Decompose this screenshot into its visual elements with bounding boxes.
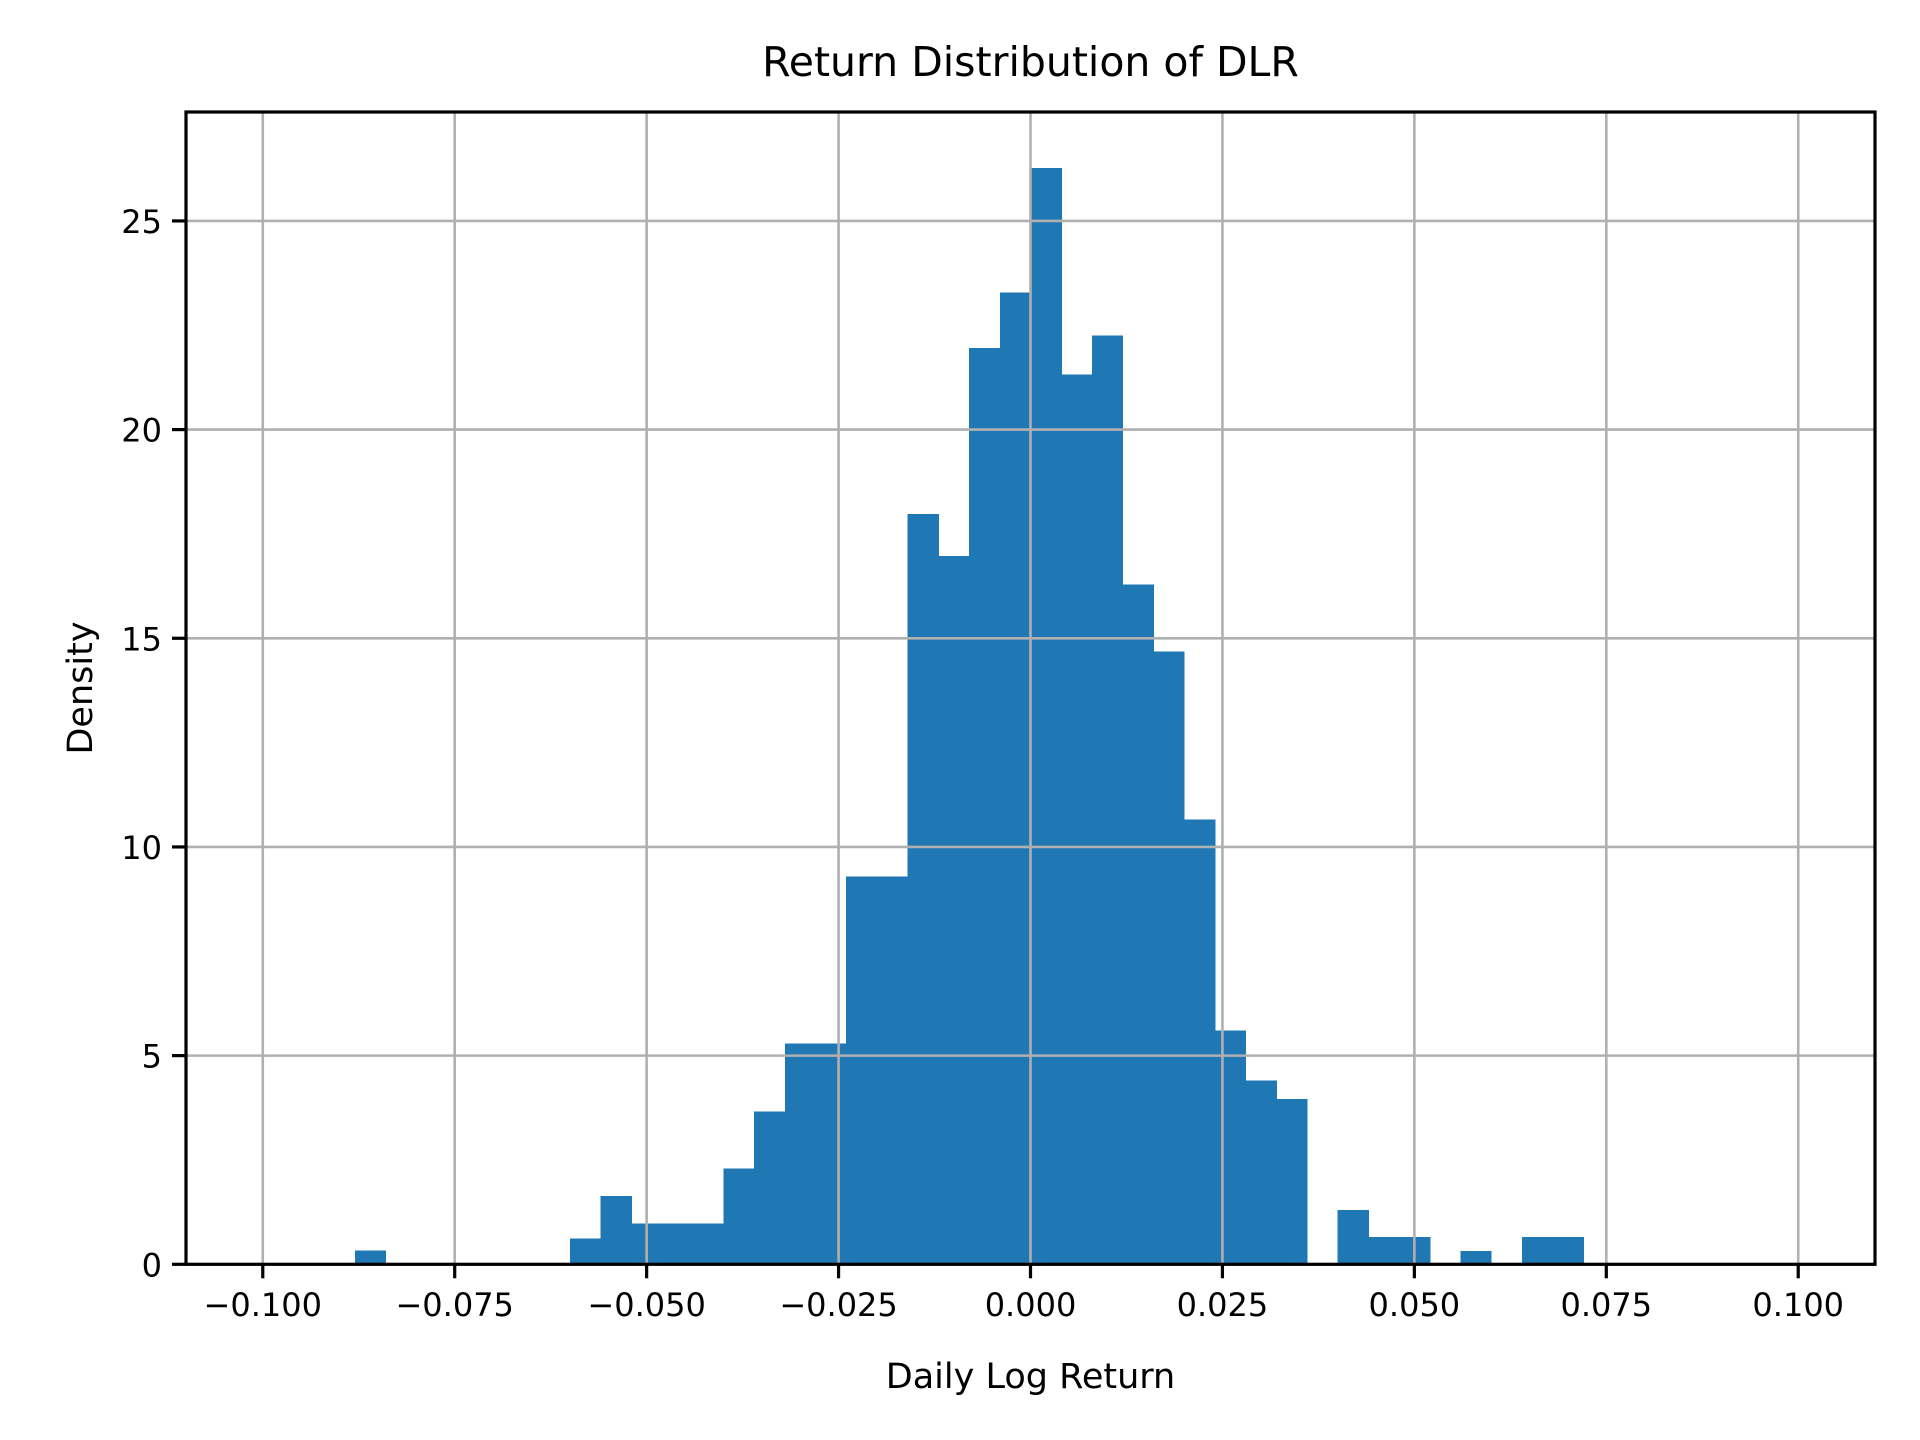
y-tick-labels: 0 5 10 15 20 25 — [121, 203, 162, 1284]
histogram-bar — [600, 1195, 632, 1265]
x-tick-label: −0.100 — [204, 1286, 322, 1324]
y-tick-label: 25 — [121, 203, 162, 241]
histogram-bar — [1460, 1250, 1492, 1265]
histogram-bar — [692, 1223, 725, 1265]
x-tick-label: 0.075 — [1560, 1286, 1652, 1324]
histogram-bar — [1030, 167, 1062, 1265]
y-tick-label: 15 — [121, 620, 162, 658]
x-axis-label: Daily Log Return — [886, 1357, 1175, 1397]
histogram-bar — [569, 1238, 602, 1265]
histogram-bar — [1153, 651, 1185, 1265]
histogram-bar — [938, 556, 970, 1265]
histogram-bar — [1122, 584, 1154, 1265]
histogram-bar — [1368, 1236, 1400, 1265]
x-tick-label: 0.000 — [985, 1286, 1077, 1324]
histogram-bar — [1184, 819, 1216, 1265]
histogram-bar — [1214, 1030, 1247, 1265]
histogram-bar — [999, 292, 1032, 1265]
histogram-bar — [784, 1043, 817, 1265]
y-tick-label: 20 — [121, 412, 162, 450]
chart-title: Return Distribution of DLR — [762, 38, 1299, 86]
histogram-bar — [1521, 1236, 1554, 1265]
histogram-bar — [846, 876, 878, 1265]
x-tick-labels: −0.100 −0.075 −0.050 −0.025 0.000 0.025 0.050 0… — [204, 1286, 1844, 1324]
x-tick-label: 0.025 — [1177, 1286, 1269, 1324]
histogram-bar — [1552, 1236, 1584, 1265]
y-tick-label: 5 — [142, 1038, 162, 1076]
tick-marks — [172, 219, 1800, 1279]
histogram-bar — [1337, 1210, 1369, 1265]
y-tick-label: 0 — [142, 1246, 162, 1284]
y-tick-label: 10 — [121, 829, 162, 867]
x-tick-label: −0.075 — [395, 1286, 513, 1324]
x-tick-label: 0.100 — [1752, 1286, 1844, 1324]
histogram-bar — [754, 1111, 786, 1265]
histogram-bar — [1061, 374, 1093, 1265]
histogram-bar — [815, 1043, 847, 1265]
histogram-bar — [661, 1223, 694, 1265]
histogram-bar — [1245, 1080, 1277, 1265]
histogram-bar — [969, 348, 1001, 1265]
x-tick-label: −0.025 — [779, 1286, 897, 1324]
x-tick-label: 0.050 — [1369, 1286, 1461, 1324]
histogram-bar — [907, 513, 939, 1265]
histogram-bar — [1091, 335, 1124, 1265]
histogram-bar — [1276, 1099, 1308, 1265]
histogram-bar — [723, 1168, 755, 1265]
x-tick-label: −0.050 — [587, 1286, 705, 1324]
histogram-bar — [876, 876, 909, 1265]
y-axis-label: Density — [61, 621, 101, 754]
histogram-bar — [354, 1250, 387, 1265]
